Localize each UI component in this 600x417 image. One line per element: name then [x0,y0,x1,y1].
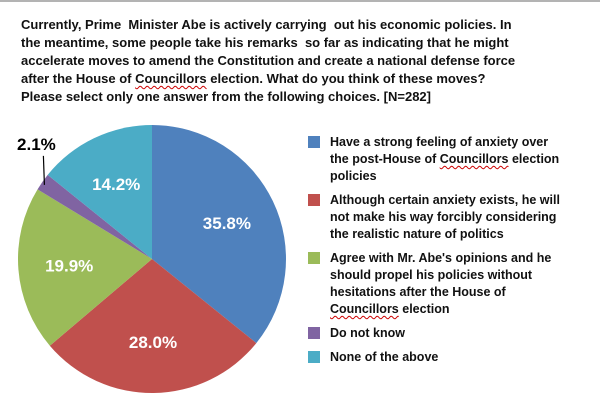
legend-label-line: Although certain anxiety exists, he will [330,192,560,209]
legend-item-3: Agree with Mr. Abe's opinions and he shou… [307,250,595,318]
legend: Have a strong feeling of anxiety over the… [307,134,595,366]
text-segment: Do not know [330,326,405,340]
legend-label-4: Do not know [330,325,405,342]
pie-chart-svg: 35.8% 28.0% 19.9% 2.1% 14.2% [17,125,286,394]
legend-swatch-3 [308,252,320,264]
question-title-line: Currently, Prime Minister Abe is activel… [21,16,596,34]
legend-swatch-1 [308,136,320,148]
text-segment: Currently, Prime Minister Abe is activel… [21,17,512,32]
question-title-line: the meantime, some people take his remar… [21,34,596,52]
pie-leader-line [42,155,45,185]
legend-label-line: the post-House of Councillors election [330,151,559,168]
text-segment: Have a strong feeling of anxiety over [330,135,549,149]
text-segment: Please select only one answer from the f… [21,89,431,104]
pie-data-label-3: 19.9% [45,257,93,276]
legend-item-2: Although certain anxiety exists, he will… [307,192,595,243]
legend-label-line: the realistic nature of politics [330,226,560,243]
text-segment: election [398,302,450,316]
pie-data-label-1: 35.8% [203,214,251,233]
legend-swatch-2 [308,194,320,206]
legend-label-line: None of the above [330,349,438,366]
pie-slice-1 [152,125,286,344]
pie-slice-2 [49,259,257,394]
text-segment: election. What do you think of these mov… [206,71,486,86]
question-title-line: accelerate moves to amend the Constituti… [21,52,596,70]
legend-label-line: Do not know [330,325,405,342]
pie-data-label-5: 14.2% [92,175,140,194]
text-segment: accelerate moves to amend the Constituti… [21,53,516,68]
legend-label-line: not make his way forcibly considering [330,209,560,226]
pie-chart: 35.8% 28.0% 19.9% 2.1% 14.2% [0,115,310,412]
legend-item-5: None of the above [307,349,595,366]
legend-label-line: should propel his policies without [330,267,551,284]
text-segment: the realistic nature of politics [330,227,504,241]
text-segment: after the House of [21,71,136,86]
legend-swatch-4 [308,327,320,339]
legend-label-line: Have a strong feeling of anxiety over [330,134,559,151]
legend-label-2: Although certain anxiety exists, he will… [330,192,560,243]
text-segment: policies [330,169,377,183]
legend-label-3: Agree with Mr. Abe's opinions and he shou… [330,250,551,318]
misspelled-word: Councillors [135,71,207,86]
pie-data-label-2: 28.0% [129,333,177,352]
legend-label-1: Have a strong feeling of anxiety over the… [330,134,559,185]
question-title: Currently, Prime Minister Abe is activel… [21,16,596,106]
text-segment: election [508,152,560,166]
text-segment: should propel his policies without [330,268,533,282]
text-segment: Although certain anxiety exists, he will [330,193,560,207]
legend-swatch-5 [308,351,320,363]
text-segment: None of the above [330,350,439,364]
legend-label-5: None of the above [330,349,438,366]
pie-slice-4 [37,174,152,259]
text-segment: not make his way forcibly considering [330,210,557,224]
pie-slice-5 [47,125,152,259]
misspelled-word: Councillors [439,152,509,166]
question-title-line: Please select only one answer from the f… [21,88,596,106]
text-segment: the meantime, some people take his remar… [21,35,509,50]
pie-data-label-4: 2.1% [17,135,56,154]
pie-slice-3 [17,189,152,346]
text-segment: Agree with Mr. Abe's opinions and he [330,251,552,265]
legend-item-4: Do not know [307,325,595,342]
text-segment: the post-House of [330,152,440,166]
legend-label-line: policies [330,168,559,185]
misspelled-word: Councillors [330,302,399,316]
legend-label-line: Councillors election [330,301,551,318]
legend-label-line: Agree with Mr. Abe's opinions and he [330,250,551,267]
text-segment: hesitations after the House of [330,285,506,299]
window-top-edge [0,0,600,2]
question-title-line: after the House of Councillors election.… [21,70,596,88]
legend-label-line: hesitations after the House of [330,284,551,301]
legend-item-1: Have a strong feeling of anxiety over the… [307,134,595,185]
